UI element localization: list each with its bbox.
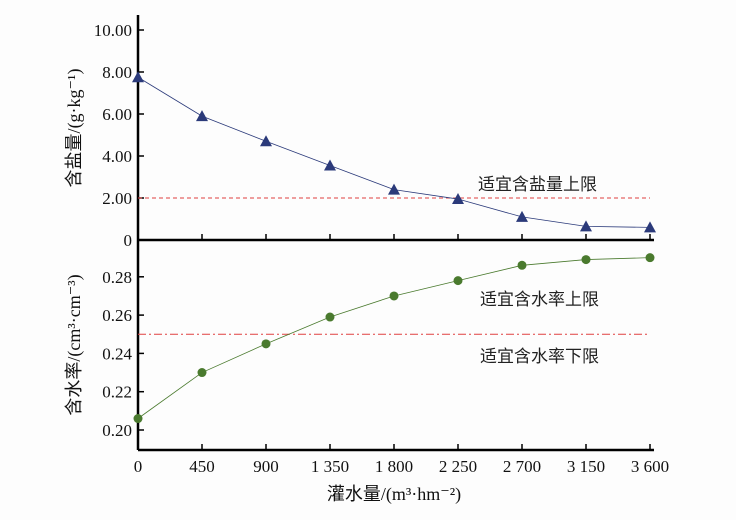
x-tick-label: 450 <box>189 457 215 476</box>
x-axis-label: 灌水量/(m³·hm⁻²) <box>327 484 461 505</box>
data-point <box>133 414 143 424</box>
data-point <box>581 255 591 265</box>
x-tick-label: 3 600 <box>631 457 669 476</box>
data-point <box>453 276 463 286</box>
data-point <box>580 220 592 232</box>
y-tick-label: 0.20 <box>102 421 132 440</box>
data-point <box>645 253 655 263</box>
y-tick-label: 0.22 <box>102 383 132 402</box>
data-point <box>260 135 272 147</box>
y-tick-label: 0.24 <box>102 344 132 363</box>
data-point <box>132 71 144 83</box>
water-lower-limit-label: 适宜含水率下限 <box>480 347 599 366</box>
y-tick-label: 4.00 <box>102 147 132 166</box>
data-point <box>516 210 528 222</box>
bottom-y-axis-label: 含水率/(cm³·cm⁻³) <box>64 274 85 415</box>
top-y-axis-label: 含盐量/(g·kg⁻¹) <box>64 69 85 188</box>
series-line <box>137 76 651 228</box>
series-line <box>137 257 651 419</box>
y-tick-label: 0.26 <box>102 306 132 325</box>
y-tick-label: 0.28 <box>102 268 132 287</box>
x-tick-label: 3 150 <box>567 457 605 476</box>
data-point <box>389 291 399 301</box>
data-point <box>196 110 208 122</box>
data-point <box>325 312 335 322</box>
salt-upper-limit-label: 适宜含盐量上限 <box>478 175 597 194</box>
y-tick-label: 6.00 <box>102 105 132 124</box>
x-tick-label: 2 250 <box>439 457 477 476</box>
water-upper-limit-label: 适宜含水率上限 <box>480 290 599 309</box>
x-tick-label: 900 <box>253 457 279 476</box>
x-tick-label: 1 800 <box>375 457 413 476</box>
data-point <box>324 159 336 171</box>
x-tick-label: 2 700 <box>503 457 541 476</box>
data-point <box>644 221 656 233</box>
data-point <box>517 260 527 270</box>
x-tick-label: 1 350 <box>311 457 349 476</box>
x-tick-label: 0 <box>134 457 143 476</box>
y-tick-label: 10.00 <box>94 21 132 40</box>
data-point <box>452 193 464 205</box>
data-point <box>388 183 400 195</box>
y-tick-label: 8.00 <box>102 63 132 82</box>
y-tick-label: 2.00 <box>102 189 132 208</box>
y-tick-label: 0 <box>124 231 133 250</box>
data-point <box>197 368 207 378</box>
data-point <box>261 339 271 349</box>
